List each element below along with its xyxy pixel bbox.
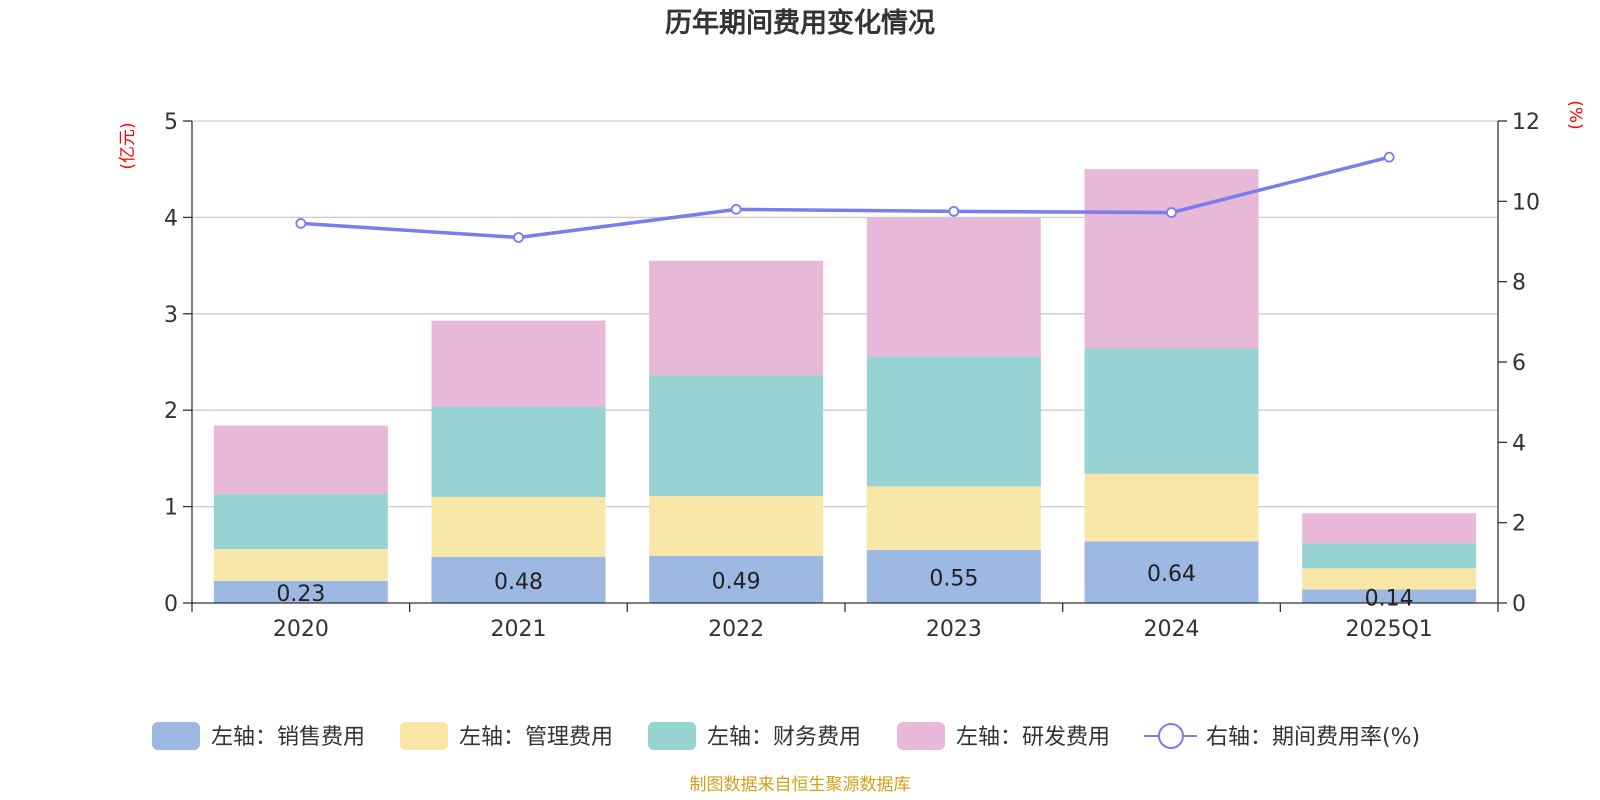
legend-label: 左轴：销售费用 <box>211 725 365 750</box>
right-axis-tick-label: 6 <box>1512 351 1526 376</box>
bar-data-label: 0.48 <box>494 570 543 595</box>
data-labels: 0.23 0.48 0.49 0.55 0.64 0.14 <box>276 562 1413 611</box>
right-axis-tick-label: 12 <box>1512 110 1540 135</box>
bar <box>213 580 388 603</box>
line-series <box>295 151 1395 243</box>
legend-label: 左轴：财务费用 <box>707 725 861 750</box>
right-axis-tick-label: 4 <box>1512 431 1526 456</box>
left-axis-tick-label: 5 <box>164 110 178 135</box>
legend-item[interactable]: 左轴：财务费用 <box>648 722 861 750</box>
legend[interactable]: 左轴：销售费用 左轴：管理费用 左轴：财务费用 左轴：研发费用 右轴：期间费用率(%) <box>152 722 1420 750</box>
legend-item[interactable]: 左轴：研发费用 <box>897 722 1110 750</box>
right-axis-unit: (%) <box>1565 100 1585 129</box>
line-point <box>948 205 960 217</box>
rate-line <box>300 155 1390 240</box>
legend-swatch <box>400 722 448 750</box>
legend-swatch <box>897 722 945 750</box>
left-axis-tick-label: 4 <box>164 206 178 231</box>
bar <box>213 425 388 495</box>
line-point <box>513 232 524 243</box>
legend-swatch <box>648 722 696 750</box>
line-point <box>1383 151 1395 163</box>
right-axis-tick-label: 10 <box>1512 190 1540 215</box>
x-axis-tick-label: 2024 <box>1144 617 1200 642</box>
x-axis-tick-label: 2025Q1 <box>1346 617 1433 642</box>
bar <box>1302 589 1477 603</box>
line-point <box>295 218 307 229</box>
bar-data-label: 0.23 <box>276 582 325 607</box>
bar-data-label: 0.64 <box>1147 562 1196 587</box>
legend-item[interactable]: 左轴：销售费用 <box>152 722 365 750</box>
legend-item[interactable]: 左轴：管理费用 <box>400 722 613 750</box>
right-axis-tick-label: 8 <box>1512 271 1526 296</box>
bar-data-label: 0.49 <box>712 569 761 594</box>
bar <box>1084 473 1259 542</box>
bar <box>649 260 824 376</box>
legend-label: 左轴：管理费用 <box>459 725 613 750</box>
legend-swatch <box>152 722 200 750</box>
data-source-note: 制图数据来自恒生聚源数据库 <box>690 775 911 795</box>
line-point <box>1166 207 1177 218</box>
bar-series <box>213 169 1477 603</box>
bar <box>866 356 1041 487</box>
bar <box>866 486 1041 550</box>
bar <box>1302 543 1477 569</box>
grid-lines <box>192 120 1498 508</box>
bar <box>649 375 824 496</box>
bar <box>649 495 824 556</box>
legend-label: 左轴：研发费用 <box>956 725 1110 750</box>
x-axis-tick-label: 2023 <box>926 617 982 642</box>
bar <box>1302 513 1477 544</box>
bar <box>213 549 388 581</box>
bar <box>431 556 606 603</box>
left-axis-tick-label: 1 <box>164 496 178 521</box>
x-axis-tick-label: 2020 <box>273 617 329 642</box>
line-point <box>730 203 742 215</box>
chart-title: 历年期间费用变化情况 <box>665 7 935 39</box>
bar-data-label: 0.14 <box>1365 586 1414 611</box>
bar <box>866 217 1041 357</box>
bar <box>1084 541 1259 603</box>
bar <box>431 320 606 407</box>
left-axis-tick-label: 0 <box>164 592 178 617</box>
bar <box>649 555 824 603</box>
bar-data-label: 0.55 <box>929 566 978 591</box>
bar <box>1302 568 1477 590</box>
legend-marker <box>1158 723 1184 749</box>
left-axis-unit: (亿元) <box>118 122 138 169</box>
bar <box>1084 348 1259 474</box>
right-axis-tick-label: 2 <box>1512 512 1526 537</box>
left-axis-tick-label: 2 <box>164 399 178 424</box>
bar <box>213 494 388 550</box>
legend-label: 右轴：期间费用率(%) <box>1206 725 1420 750</box>
x-axis-tick-label: 2022 <box>708 617 764 642</box>
legend-item[interactable]: 右轴：期间费用率(%) <box>1144 723 1420 750</box>
x-axis-tick-label: 2021 <box>491 617 547 642</box>
bar <box>431 496 606 557</box>
bar <box>431 406 606 497</box>
bar <box>866 549 1041 603</box>
right-axis-tick-label: 0 <box>1512 592 1526 617</box>
left-axis-tick-label: 3 <box>164 303 178 328</box>
